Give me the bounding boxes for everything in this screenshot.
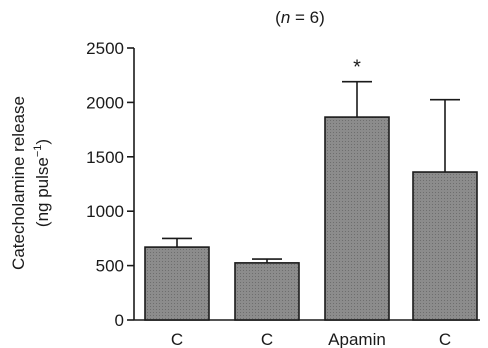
bar (324, 116, 390, 321)
y-axis-ticks: 0 500 1000 1500 2000 2500 (86, 39, 134, 330)
significance-marker: * (353, 57, 361, 79)
chart-title: (n = 6) (275, 8, 325, 27)
y-tick-label: 1000 (86, 202, 124, 221)
y-tick-label: 2000 (86, 93, 124, 112)
x-tick-label: C (171, 330, 183, 348)
bar (234, 262, 300, 321)
y-axis-label-line1: Catecholamine release (9, 96, 28, 270)
x-tick-label: C (261, 330, 273, 348)
x-tick-label: Apamin (328, 330, 386, 348)
y-tick-label: 0 (115, 311, 124, 330)
bar (412, 171, 478, 321)
y-tick-label: 2500 (86, 39, 124, 58)
bar (144, 246, 210, 321)
x-tick-label: C (439, 330, 451, 348)
y-tick-label: 1500 (86, 148, 124, 167)
y-tick-label: 500 (96, 257, 124, 276)
y-axis-title: Catecholamine release (ng pulse−1) (9, 96, 52, 270)
bars: * (144, 57, 478, 321)
y-axis-label-line2: (ng pulse−1) (32, 139, 52, 227)
x-axis-tick-labels: C C Apamin C (171, 330, 451, 348)
